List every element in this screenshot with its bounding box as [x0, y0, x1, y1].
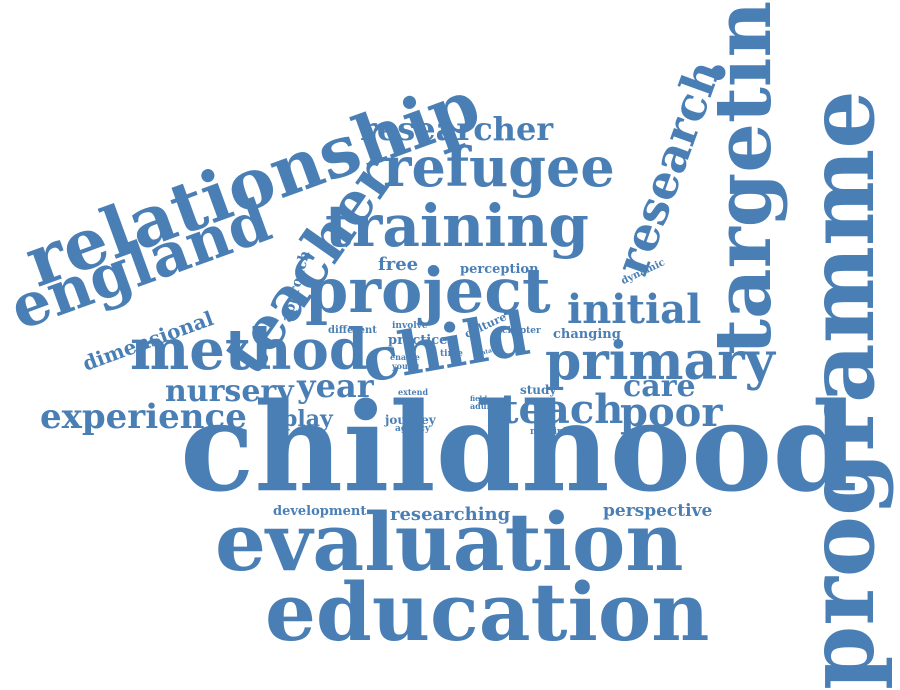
- word-researching: researching: [390, 504, 511, 525]
- word-multiple: multiple: [530, 427, 573, 437]
- word-experience: experience: [40, 397, 247, 437]
- word-free: free: [378, 254, 419, 275]
- word-journey: journey: [385, 413, 436, 427]
- word-education: education: [265, 565, 710, 659]
- word-evaluation: evaluation: [215, 495, 684, 589]
- word-enable: enable: [390, 352, 420, 362]
- word-nursery: nursery: [165, 374, 294, 409]
- word-care: care: [623, 369, 696, 404]
- word-perspective: perspective: [603, 501, 713, 521]
- word-teach: teach: [500, 386, 624, 433]
- word-project: project: [305, 254, 551, 327]
- word-initial: initial: [567, 286, 702, 333]
- word-changing: changing: [553, 327, 621, 342]
- word-perception: perception: [460, 262, 539, 277]
- word-programme: programme: [787, 90, 895, 690]
- word-play: play: [282, 406, 333, 432]
- word-method: method: [130, 317, 368, 383]
- word-childhood: childhood: [180, 375, 858, 519]
- word-training: training: [325, 192, 589, 260]
- word-practice: practice: [388, 333, 448, 348]
- word-young: young: [392, 361, 420, 371]
- word-different: different: [328, 325, 377, 336]
- word-field: field: [470, 394, 488, 403]
- word-refugee: refugee: [383, 135, 615, 199]
- word-development: development: [273, 504, 367, 519]
- word-time: time: [440, 349, 463, 359]
- word-agency: agency: [395, 424, 431, 434]
- word-targeting: targeting: [698, 0, 789, 355]
- word-primary: primary: [545, 331, 775, 392]
- word-poor: poor: [620, 389, 723, 436]
- word-adult: adult: [470, 401, 494, 411]
- word-involve: involve: [392, 321, 428, 331]
- word-chapter: chapter: [502, 326, 541, 336]
- word-year: year: [297, 367, 374, 405]
- word-extend: extend: [398, 387, 429, 397]
- word-study: study: [520, 383, 557, 397]
- word-researcher: researcher: [360, 110, 554, 148]
